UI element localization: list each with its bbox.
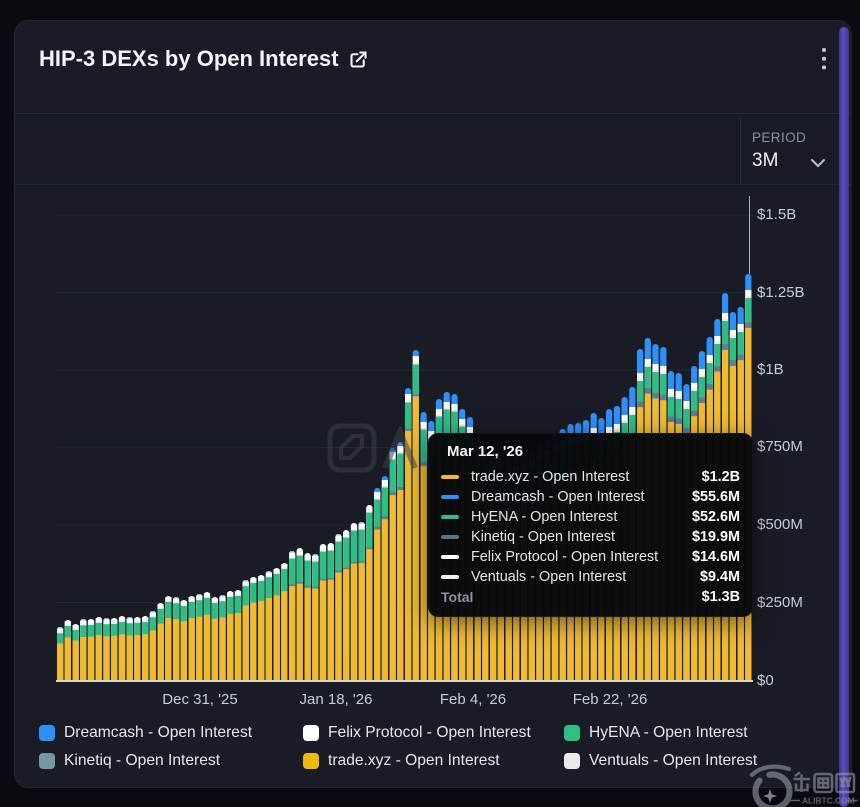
svg-text:ALIBTC.COM: ALIBTC.COM (802, 796, 855, 806)
